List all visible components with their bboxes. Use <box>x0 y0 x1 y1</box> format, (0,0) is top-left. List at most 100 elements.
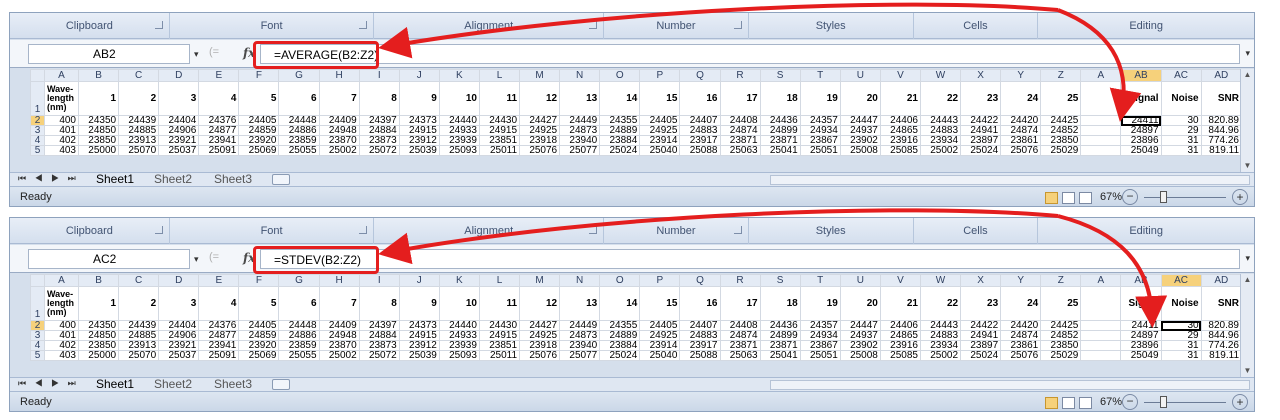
cell[interactable]: 1 <box>77 286 120 321</box>
cell[interactable]: 24439 <box>118 320 160 331</box>
cell[interactable]: 31 <box>1160 145 1202 156</box>
cell[interactable]: 24948 <box>318 330 360 341</box>
cell[interactable]: 23850 <box>77 340 120 351</box>
cell[interactable]: 402 <box>44 135 79 146</box>
column-header-r[interactable]: R <box>719 69 761 82</box>
cell[interactable]: 25091 <box>198 350 240 361</box>
column-header-n[interactable]: N <box>559 274 601 287</box>
select-all-corner[interactable] <box>30 69 45 82</box>
cell[interactable]: 24925 <box>519 330 561 341</box>
column-header-x[interactable]: X <box>960 69 1002 82</box>
ribbon-group-font[interactable]: Font <box>170 13 375 39</box>
cell[interactable]: 24941 <box>960 125 1002 136</box>
cell[interactable]: 24425 <box>1040 320 1082 331</box>
cell[interactable]: 24422 <box>960 115 1002 126</box>
cell[interactable]: 4 <box>198 81 240 116</box>
column-header-a[interactable]: A <box>44 274 79 287</box>
cell[interactable]: 25051 <box>799 350 841 361</box>
cell[interactable]: 24439 <box>118 115 160 126</box>
dialog-launcher-icon[interactable] <box>589 21 598 29</box>
ribbon-group-styles[interactable]: Styles <box>749 13 914 39</box>
cell[interactable]: 25037 <box>158 350 200 361</box>
cell[interactable]: 23920 <box>238 135 280 146</box>
chevron-down-icon[interactable]: ▾ <box>194 254 199 264</box>
cell[interactable]: 24407 <box>679 320 721 331</box>
chevron-down-icon[interactable]: ▾ <box>194 49 199 59</box>
cell[interactable]: 24885 <box>118 330 160 341</box>
cell[interactable]: 23861 <box>1000 340 1042 351</box>
cell[interactable]: 24420 <box>1000 115 1042 126</box>
cell[interactable]: 24883 <box>919 330 962 341</box>
cell[interactable]: 29 <box>1160 125 1202 136</box>
cell[interactable]: 25037 <box>158 145 200 156</box>
cell[interactable]: 24886 <box>278 330 320 341</box>
cell[interactable]: 24883 <box>679 125 721 136</box>
cell[interactable]: 23918 <box>519 135 561 146</box>
cell[interactable]: 820.89 <box>1200 320 1243 331</box>
cell[interactable]: 24925 <box>639 125 681 136</box>
column-header-q[interactable]: Q <box>679 69 721 82</box>
cell[interactable]: 6 <box>278 81 320 116</box>
cell-noise-header[interactable]: Noise <box>1160 81 1202 116</box>
row-header[interactable]: 2 <box>30 320 45 331</box>
column-header-s[interactable]: S <box>759 69 801 82</box>
cell[interactable]: 24411 <box>1120 320 1162 331</box>
cell[interactable]: 25085 <box>879 350 921 361</box>
cell[interactable]: 23 <box>960 286 1002 321</box>
cell[interactable]: 25008 <box>839 145 881 156</box>
row-header[interactable]: 1 <box>30 81 45 116</box>
column-header-b[interactable]: B <box>77 274 120 287</box>
cell[interactable]: 16 <box>679 286 721 321</box>
cell[interactable]: 24425 <box>1040 115 1082 126</box>
cell[interactable]: 20 <box>839 286 881 321</box>
cell[interactable]: 403 <box>44 350 79 361</box>
cell-wavelength-header[interactable]: Wave-length (nm) <box>44 286 79 321</box>
formula-input[interactable] <box>260 249 1240 269</box>
cell[interactable]: 24430 <box>478 320 521 331</box>
select-all-corner[interactable] <box>30 274 45 287</box>
cell[interactable]: 23850 <box>1040 340 1082 351</box>
cell[interactable]: 24355 <box>599 320 641 331</box>
column-header-x[interactable]: X <box>960 274 1002 287</box>
column-header-p[interactable]: P <box>639 274 681 287</box>
cell[interactable]: 30 <box>1160 115 1202 126</box>
cell[interactable]: 8 <box>358 286 400 321</box>
page-break-icon[interactable] <box>1079 397 1092 409</box>
cell[interactable]: 24934 <box>799 330 841 341</box>
column-header-t[interactable]: T <box>799 69 841 82</box>
cell[interactable]: 25011 <box>478 350 521 361</box>
cell[interactable]: 23850 <box>1040 135 1082 146</box>
cell[interactable]: 24886 <box>278 125 320 136</box>
cell[interactable]: 24883 <box>679 330 721 341</box>
cell[interactable]: 25002 <box>318 350 360 361</box>
cell[interactable]: 21 <box>879 286 921 321</box>
cell[interactable]: 24873 <box>559 330 601 341</box>
cell[interactable]: 25088 <box>679 145 721 156</box>
cell[interactable]: 24850 <box>77 125 120 136</box>
cell[interactable]: 24447 <box>839 115 881 126</box>
scroll-down-icon[interactable]: ▼ <box>1243 366 1252 375</box>
cell[interactable]: 24852 <box>1040 125 1082 136</box>
cell[interactable]: 23916 <box>879 340 921 351</box>
cell[interactable]: 18 <box>759 286 801 321</box>
spreadsheet-grid[interactable]: A B C D E F G H I J K L M N O P Q R S T U V W X Y Z A AB AC AD 1 Wave-… <box>30 69 1243 156</box>
ribbon-group-cells[interactable]: Cells <box>914 13 1039 39</box>
cell[interactable]: 23940 <box>559 135 601 146</box>
cell[interactable]: 24941 <box>960 330 1002 341</box>
cell[interactable]: 24357 <box>799 115 841 126</box>
expand-formula-icon[interactable]: ▾ <box>1245 253 1250 263</box>
column-header-m[interactable]: M <box>519 274 561 287</box>
cell[interactable]: 24906 <box>158 125 200 136</box>
cell[interactable]: 25055 <box>278 145 320 156</box>
cell[interactable]: 24436 <box>759 320 801 331</box>
column-header-k[interactable]: K <box>438 274 480 287</box>
column-header-b[interactable]: B <box>77 69 120 82</box>
cell-signal-header[interactable]: Signal <box>1120 81 1162 116</box>
ribbon-group-alignment[interactable]: Alignment <box>374 218 605 244</box>
column-header-f[interactable]: F <box>238 274 280 287</box>
cell[interactable]: 24373 <box>398 115 440 126</box>
sheet-nav-buttons[interactable]: ⏮ ◀ ▶ ⏭ <box>18 378 79 388</box>
cell[interactable]: 17 <box>719 286 761 321</box>
cell[interactable]: 25085 <box>879 145 921 156</box>
row-header[interactable]: 4 <box>30 340 45 351</box>
